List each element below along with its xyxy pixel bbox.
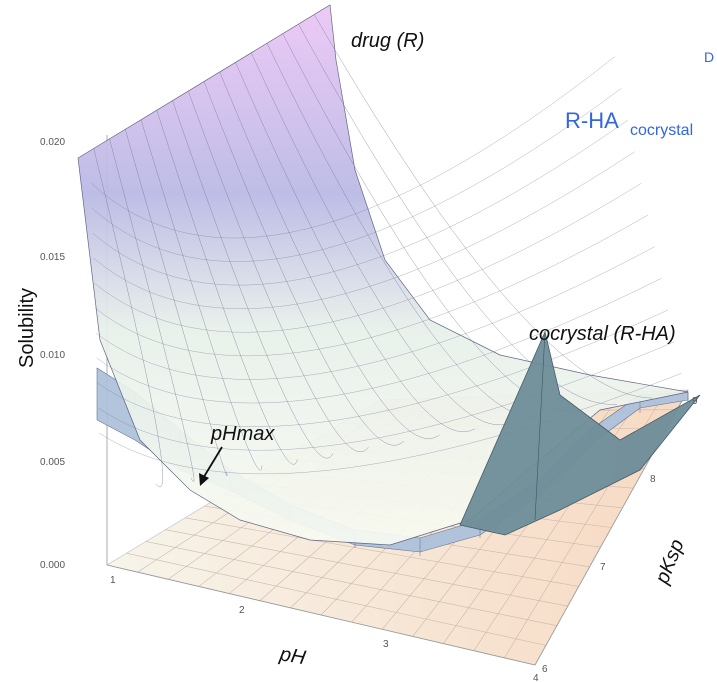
x-tick-4: 4 <box>533 673 539 683</box>
y-axis-title: pKsp <box>651 536 689 587</box>
drug-annotation: drug (R) <box>351 30 424 52</box>
z-axis-title: Solubility <box>16 288 38 368</box>
y-tick-8: 8 <box>650 474 656 485</box>
z-tick-2: 0.010 <box>40 350 65 361</box>
x-tick-1: 1 <box>110 575 116 586</box>
y-tick-6: 6 <box>542 664 548 675</box>
x-tick-3: 3 <box>383 639 389 650</box>
legend-item-r-ha: R-HA <box>565 108 619 133</box>
legend-item-d: D <box>704 49 714 65</box>
y-tick-9: 9 <box>692 396 698 407</box>
z-tick-4: 0.020 <box>40 137 65 148</box>
z-axis-ticks: 0.000 0.005 0.010 0.015 0.020 <box>40 137 65 571</box>
y-tick-7: 7 <box>600 562 606 573</box>
z-tick-1: 0.005 <box>40 457 65 468</box>
x-axis-title: pH <box>277 643 308 669</box>
cocrystal-annotation: cocrystal (R-HA) <box>529 323 676 345</box>
z-tick-3: 0.015 <box>40 252 65 263</box>
z-tick-0: 0.000 <box>40 560 65 571</box>
legend-item-cocrystal: cocrystal <box>630 122 693 139</box>
pHmax-annotation: pHmax <box>210 423 275 445</box>
x-tick-2: 2 <box>239 605 245 616</box>
